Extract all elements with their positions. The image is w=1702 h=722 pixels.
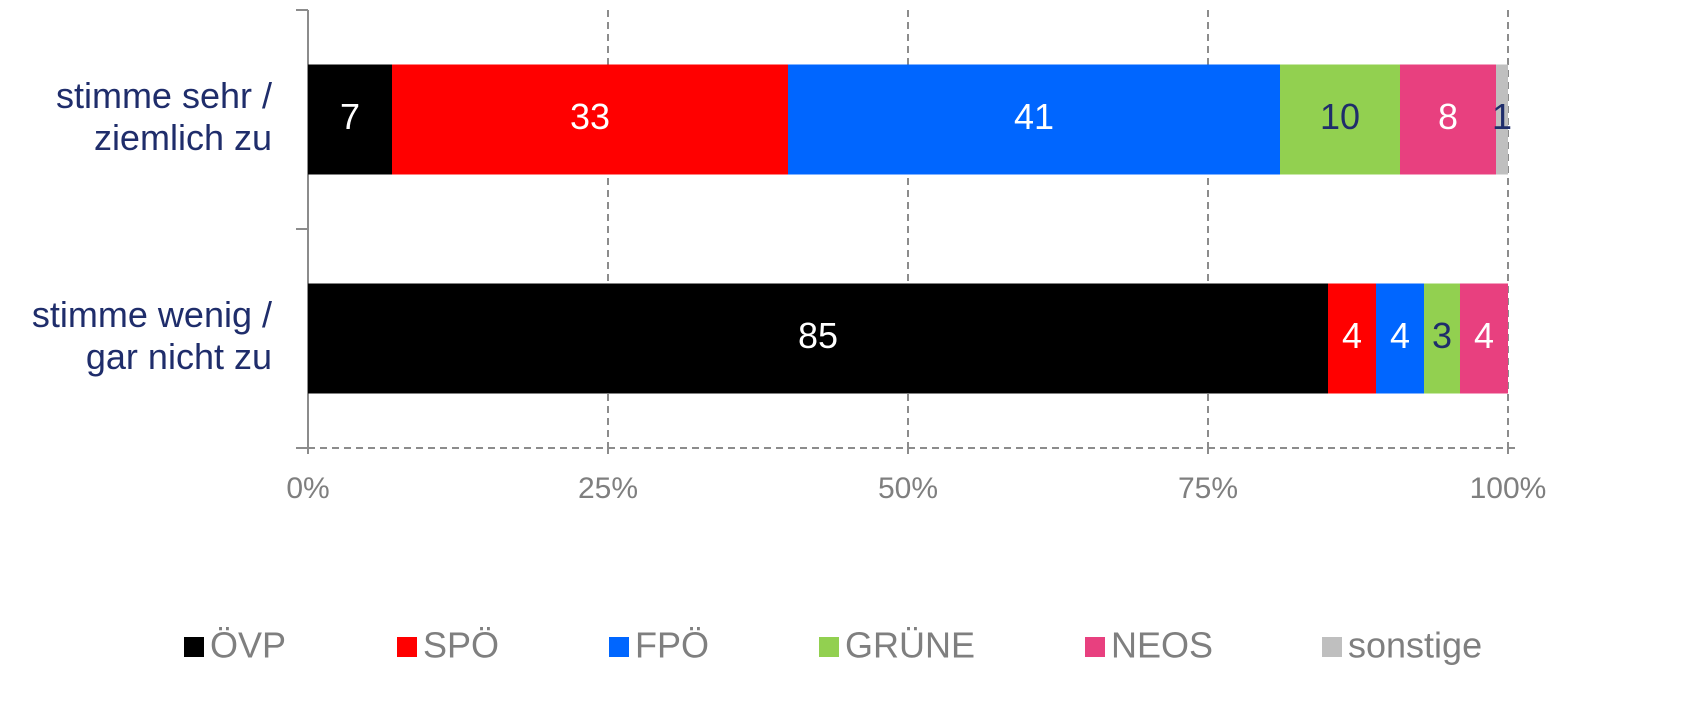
data-label: 7 (340, 96, 360, 137)
category-label: ziemlich zu (94, 117, 272, 158)
legend-swatch (184, 637, 204, 657)
legend-label: FPÖ (635, 625, 709, 666)
data-label: 85 (798, 315, 838, 356)
x-tick-label: 50% (878, 472, 938, 505)
category-label: gar nicht zu (86, 336, 272, 377)
bar-segment (1280, 64, 1400, 175)
bar-segment (1424, 283, 1460, 394)
data-label: 33 (570, 96, 610, 137)
data-label: 4 (1474, 315, 1494, 356)
bar-segment (308, 64, 392, 175)
bar-segment (1400, 64, 1496, 175)
data-label: 4 (1342, 315, 1362, 356)
bar-segment (1376, 283, 1424, 394)
legend-swatch (1322, 637, 1342, 657)
legend-swatch (397, 637, 417, 657)
x-tick-label: 100% (1470, 472, 1547, 505)
data-label: 3 (1432, 315, 1452, 356)
legend-label: NEOS (1111, 625, 1213, 666)
x-tick-label: 75% (1178, 472, 1238, 505)
x-tick-label: 25% (578, 472, 638, 505)
data-label: 41 (1014, 96, 1054, 137)
category-label: stimme sehr / (56, 75, 272, 116)
legend-swatch (819, 637, 839, 657)
legend-label: GRÜNE (845, 625, 975, 666)
bar-segment (1328, 283, 1376, 394)
legend-label: SPÖ (423, 625, 499, 666)
bar-segment (1460, 283, 1508, 394)
bar-segment (392, 64, 788, 175)
data-label: 10 (1320, 96, 1360, 137)
bar-segment (308, 283, 1328, 394)
bar-segment (1496, 64, 1508, 175)
legend-swatch (609, 637, 629, 657)
x-tick-label: 0% (286, 472, 329, 505)
data-label: 4 (1390, 315, 1410, 356)
data-label: 1 (1492, 96, 1512, 137)
bar-segment (788, 64, 1280, 175)
legend-label: sonstige (1348, 625, 1482, 666)
category-label: stimme wenig / (32, 294, 272, 335)
legend-swatch (1085, 637, 1105, 657)
data-label: 8 (1438, 96, 1458, 137)
legend-label: ÖVP (210, 625, 286, 666)
